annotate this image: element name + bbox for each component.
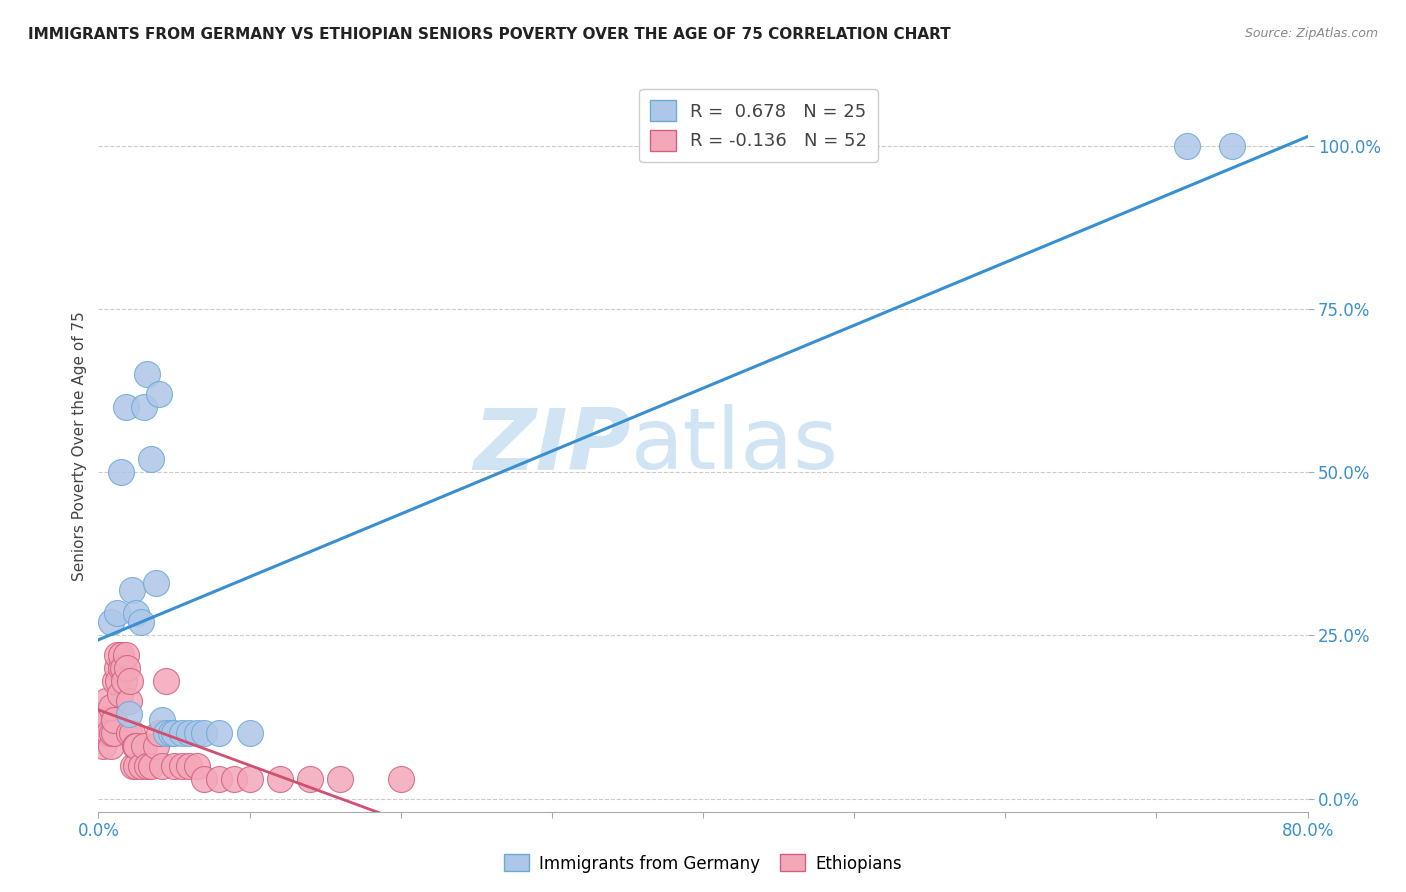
Point [155, 726, 177, 740]
Point [186, 759, 208, 773]
Point [110, 465, 132, 479]
Point [121, 582, 143, 597]
Point [179, 726, 201, 740]
Point [101, 726, 124, 740]
Legend: Immigrants from Germany, Ethiopians: Immigrants from Germany, Ethiopians [498, 847, 908, 880]
Point [100, 739, 122, 754]
Text: IMMIGRANTS FROM GERMANY VS ETHIOPIAN SENIORS POVERTY OVER THE AGE OF 75 CORRELAT: IMMIGRANTS FROM GERMANY VS ETHIOPIAN SEN… [28, 27, 950, 42]
Point [208, 772, 231, 786]
Point [118, 694, 141, 708]
Point [299, 772, 322, 786]
Point [160, 726, 183, 740]
Legend: R =  0.678   N = 25, R = -0.136   N = 52: R = 0.678 N = 25, R = -0.136 N = 52 [640, 89, 877, 161]
Point [129, 759, 152, 773]
Point [105, 606, 128, 620]
Point [98, 726, 121, 740]
Point [111, 661, 134, 675]
Point [193, 772, 215, 786]
Point [110, 661, 132, 675]
Point [114, 400, 136, 414]
Point [93, 714, 115, 728]
Y-axis label: Seniors Poverty Over the Age of 75: Seniors Poverty Over the Age of 75 [72, 311, 87, 581]
Point [112, 674, 135, 689]
Point [125, 739, 148, 754]
Point [170, 759, 193, 773]
Text: ZIP: ZIP [472, 404, 630, 488]
Point [94, 694, 117, 708]
Point [105, 661, 128, 675]
Point [269, 772, 291, 786]
Point [96, 714, 118, 728]
Point [90, 726, 112, 740]
Point [224, 772, 246, 786]
Point [141, 759, 163, 773]
Point [1175, 138, 1198, 153]
Point [107, 674, 129, 689]
Point [239, 726, 262, 740]
Point [186, 726, 208, 740]
Point [170, 726, 193, 740]
Point [150, 759, 173, 773]
Point [135, 759, 157, 773]
Point [389, 772, 412, 786]
Point [193, 726, 215, 740]
Point [132, 400, 155, 414]
Point [114, 648, 136, 662]
Text: atlas: atlas [630, 404, 838, 488]
Point [118, 706, 141, 721]
Point [148, 386, 170, 401]
Point [1220, 138, 1243, 153]
Point [132, 739, 155, 754]
Point [105, 648, 128, 662]
Point [118, 726, 141, 740]
Point [155, 674, 177, 689]
Point [125, 759, 148, 773]
Point [94, 726, 117, 740]
Point [91, 739, 114, 754]
Point [121, 726, 143, 740]
Point [329, 772, 352, 786]
Point [239, 772, 262, 786]
Text: Source: ZipAtlas.com: Source: ZipAtlas.com [1244, 27, 1378, 40]
Point [163, 759, 186, 773]
Point [124, 739, 146, 754]
Point [120, 674, 142, 689]
Point [208, 726, 231, 740]
Point [163, 726, 186, 740]
Point [100, 700, 122, 714]
Point [179, 759, 201, 773]
Point [122, 759, 145, 773]
Point [145, 739, 167, 754]
Point [110, 648, 132, 662]
Point [108, 687, 131, 701]
Point [89, 714, 111, 728]
Point [103, 714, 125, 728]
Point [145, 576, 167, 591]
Point [125, 606, 148, 620]
Point [129, 615, 152, 630]
Point [103, 726, 125, 740]
Point [150, 714, 173, 728]
Point [148, 726, 170, 740]
Point [104, 674, 127, 689]
Point [141, 452, 163, 467]
Point [135, 367, 157, 381]
Point [115, 661, 138, 675]
Point [100, 615, 122, 630]
